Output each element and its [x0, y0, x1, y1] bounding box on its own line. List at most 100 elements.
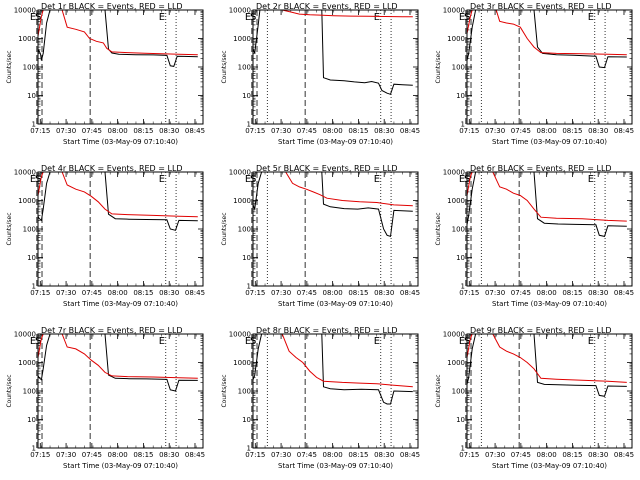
x-tick-label: 07:30 — [271, 127, 291, 135]
y-tick-label: 1 — [32, 283, 36, 291]
x-tick-label: 07:15 — [459, 451, 479, 459]
time-marker-label: E — [588, 174, 594, 185]
y-tick-label: 10 — [456, 416, 465, 424]
y-tick-label: 100 — [238, 226, 251, 234]
y-axis-label: Counts/sec — [221, 50, 228, 83]
y-tick-label: 10000 — [229, 169, 251, 177]
y-tick-label: 1 — [32, 445, 36, 453]
x-tick-label: 08:00 — [323, 127, 343, 135]
detector-panel: Det 2r BLACK = Events, RED = LLD Counts/s… — [221, 2, 420, 146]
x-tick-label: 07:30 — [56, 127, 76, 135]
y-tick-label: 10 — [456, 92, 465, 100]
x-tick-label: 08:45 — [400, 289, 420, 297]
time-marker-label: E — [374, 336, 380, 347]
y-tick-label: 1000 — [447, 197, 465, 205]
y-tick-label: 1 — [32, 121, 36, 129]
y-tick-label: 10 — [456, 254, 465, 262]
time-marker-label: E — [588, 12, 594, 23]
y-tick-label: 10 — [27, 92, 36, 100]
x-tick-label: 08:45 — [614, 451, 634, 459]
time-marker-label: E — [30, 12, 36, 23]
y-tick-label: 1 — [461, 121, 465, 129]
x-tick-label: 08:30 — [588, 451, 608, 459]
y-tick-label: 10000 — [443, 331, 465, 339]
y-axis-label: Counts/sec — [435, 50, 442, 83]
panel-title: Det 4r BLACK = Events, RED = LLD — [41, 164, 183, 173]
panel-title: Det 6r BLACK = Events, RED = LLD — [470, 164, 612, 173]
detector-panel: Det 8r BLACK = Events, RED = LLD Counts/s… — [221, 326, 420, 470]
x-tick-label: 08:00 — [108, 127, 128, 135]
x-tick-label: 08:30 — [374, 289, 394, 297]
x-tick-label: 08:15 — [562, 127, 582, 135]
x-tick-label: 08:15 — [133, 127, 153, 135]
time-marker-label: E — [374, 174, 380, 185]
y-tick-label: 1 — [461, 445, 465, 453]
x-tick-label: 08:15 — [348, 127, 368, 135]
y-tick-label: 10000 — [14, 169, 36, 177]
y-tick-label: 10000 — [229, 331, 251, 339]
x-axis-label: Start Time (03-May-09 07:10:40) — [278, 300, 393, 308]
detector-panel: Det 9r BLACK = Events, RED = LLD Counts/s… — [435, 326, 634, 470]
x-tick-label: 08:15 — [562, 451, 582, 459]
x-tick-label: 07:45 — [82, 127, 102, 135]
events-series-line — [253, 10, 413, 95]
x-tick-label: 08:45 — [185, 289, 205, 297]
x-tick-label: 08:00 — [537, 451, 557, 459]
lld-series-line — [467, 10, 627, 56]
lld-series-line — [253, 172, 413, 207]
y-tick-label: 1000 — [18, 197, 36, 205]
x-tick-label: 07:15 — [245, 289, 265, 297]
lld-series-line — [38, 10, 198, 56]
lld-series-line — [38, 334, 198, 379]
x-tick-label: 07:30 — [271, 289, 291, 297]
y-axis-label: Counts/sec — [6, 50, 13, 83]
events-series-line — [38, 10, 198, 67]
y-tick-label: 100 — [452, 388, 465, 396]
y-tick-label: 100 — [23, 64, 36, 72]
time-marker-label: E — [459, 336, 465, 347]
y-tick-label: 1 — [247, 445, 251, 453]
x-tick-label: 07:30 — [485, 451, 505, 459]
events-series-line — [38, 334, 198, 392]
y-tick-label: 1000 — [233, 359, 251, 367]
x-tick-label: 08:30 — [374, 127, 394, 135]
x-tick-label: 07:15 — [245, 127, 265, 135]
detector-panel: Det 7r BLACK = Events, RED = LLD Counts/s… — [6, 326, 205, 470]
plot-frame — [37, 171, 204, 287]
plot-frame — [466, 333, 633, 449]
time-marker-label: E — [159, 336, 165, 347]
lld-series-line — [253, 334, 413, 388]
y-axis-label: Counts/sec — [435, 212, 442, 245]
x-tick-label: 07:45 — [297, 127, 317, 135]
y-axis-label: Counts/sec — [221, 212, 228, 245]
time-marker-label: E — [459, 12, 465, 23]
x-tick-label: 07:30 — [485, 289, 505, 297]
x-tick-label: 07:45 — [297, 289, 317, 297]
x-tick-label: 07:15 — [30, 127, 50, 135]
x-tick-label: 08:15 — [348, 289, 368, 297]
y-axis-label: Counts/sec — [221, 374, 228, 407]
x-tick-label: 07:30 — [56, 289, 76, 297]
x-tick-label: 07:45 — [511, 127, 531, 135]
x-tick-label: 08:30 — [374, 451, 394, 459]
panel-title: Det 8r BLACK = Events, RED = LLD — [256, 326, 398, 335]
detector-panel: Det 4r BLACK = Events, RED = LLD Counts/s… — [6, 164, 205, 308]
x-tick-label: 07:45 — [82, 451, 102, 459]
time-marker-label: E — [588, 336, 594, 347]
x-axis-label: Start Time (03-May-09 07:10:40) — [63, 300, 178, 308]
time-marker-label: E — [245, 174, 251, 185]
events-series-line — [38, 172, 198, 231]
events-series-line — [467, 172, 627, 237]
y-axis-label: Counts/sec — [6, 212, 13, 245]
y-tick-label: 10000 — [443, 169, 465, 177]
x-tick-label: 08:45 — [400, 127, 420, 135]
y-tick-label: 1000 — [233, 35, 251, 43]
x-tick-label: 08:30 — [588, 289, 608, 297]
y-tick-label: 1 — [461, 283, 465, 291]
time-marker-label: E — [159, 12, 165, 23]
y-axis-label: Counts/sec — [435, 374, 442, 407]
x-tick-label: 08:00 — [323, 289, 343, 297]
events-series-line — [467, 10, 627, 69]
x-tick-label: 07:45 — [511, 289, 531, 297]
panel-title: Det 7r BLACK = Events, RED = LLD — [41, 326, 183, 335]
